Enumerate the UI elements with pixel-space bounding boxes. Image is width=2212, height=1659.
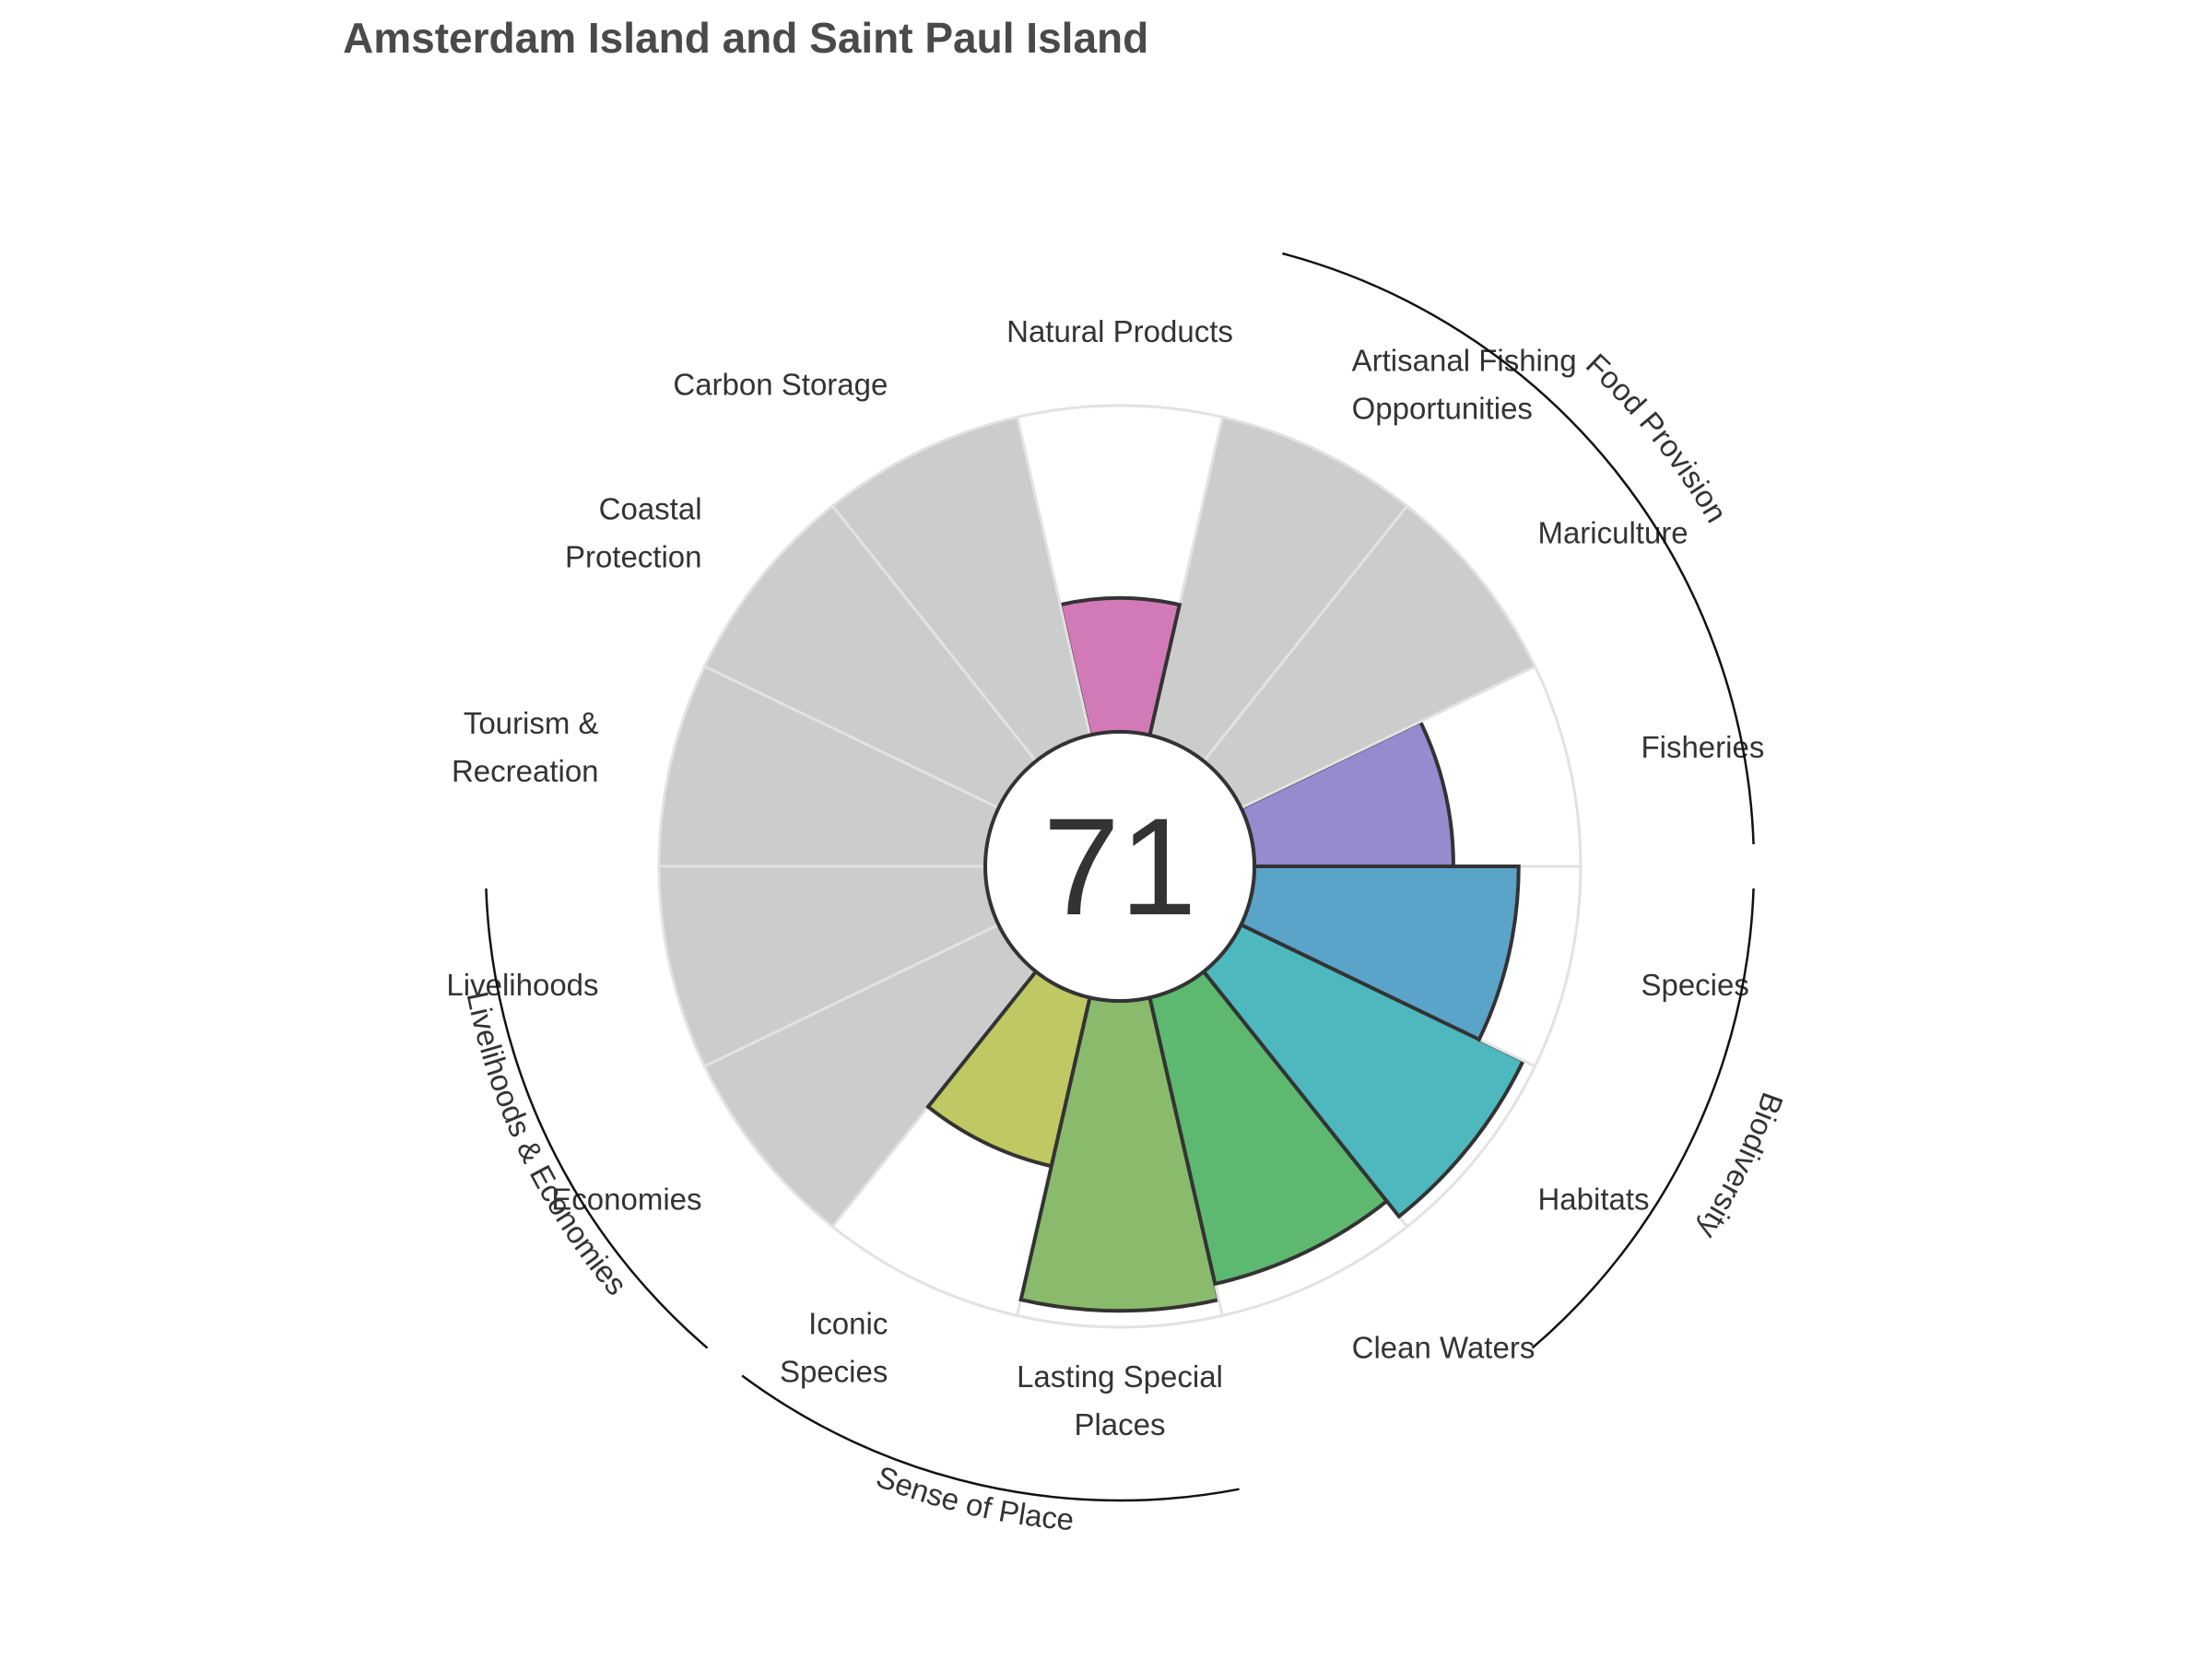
goal-label-artisanal-fishing-opportunities: Artisanal Fishing Opportunities (1352, 343, 1577, 425)
group-label-biodiversity: Biodiversity (1691, 1088, 1791, 1245)
goal-label-lasting-special-places: Lasting Special Places (1017, 1359, 1223, 1441)
goal-label-coastal-protection: Coastal Protection (565, 491, 702, 573)
petals-layer (657, 404, 1583, 1329)
goal-label-natural-products: Natural Products (1006, 314, 1233, 348)
chart-title: Amsterdam Island and Saint Paul Island (343, 14, 1149, 62)
group-arc-food-provision (1282, 252, 1755, 845)
goal-label-tourism-recreation: Tourism & Recreation (452, 706, 599, 788)
group-arc-sense-of-place (741, 1374, 1240, 1502)
overall-score: 71 (1043, 789, 1197, 944)
group-label-sense-of-place: Sense of Place (872, 1459, 1076, 1536)
goal-label-species: Species (1641, 968, 1748, 1002)
goal-label-mariculture: Mariculture (1537, 515, 1688, 549)
goal-label-habitats: Habitats (1537, 1182, 1649, 1217)
group-label-food-provision: Food Provision (1580, 347, 1734, 528)
center-circle (983, 730, 1256, 1003)
goal-label-iconic-species: Iconic Species (780, 1307, 888, 1389)
goal-label-livelihoods: Livelihoods (446, 968, 598, 1002)
goal-label-carbon-storage: Carbon Storage (673, 367, 888, 401)
group-arc-biodiversity (1531, 888, 1755, 1349)
goal-label-clean-waters: Clean Waters (1352, 1331, 1535, 1365)
goal-label-economies: Economies (551, 1182, 701, 1217)
group-label-livelihoods-economies: Livelihoods & Economies (461, 989, 634, 1301)
group-arc-livelihoods-economies (485, 888, 709, 1349)
